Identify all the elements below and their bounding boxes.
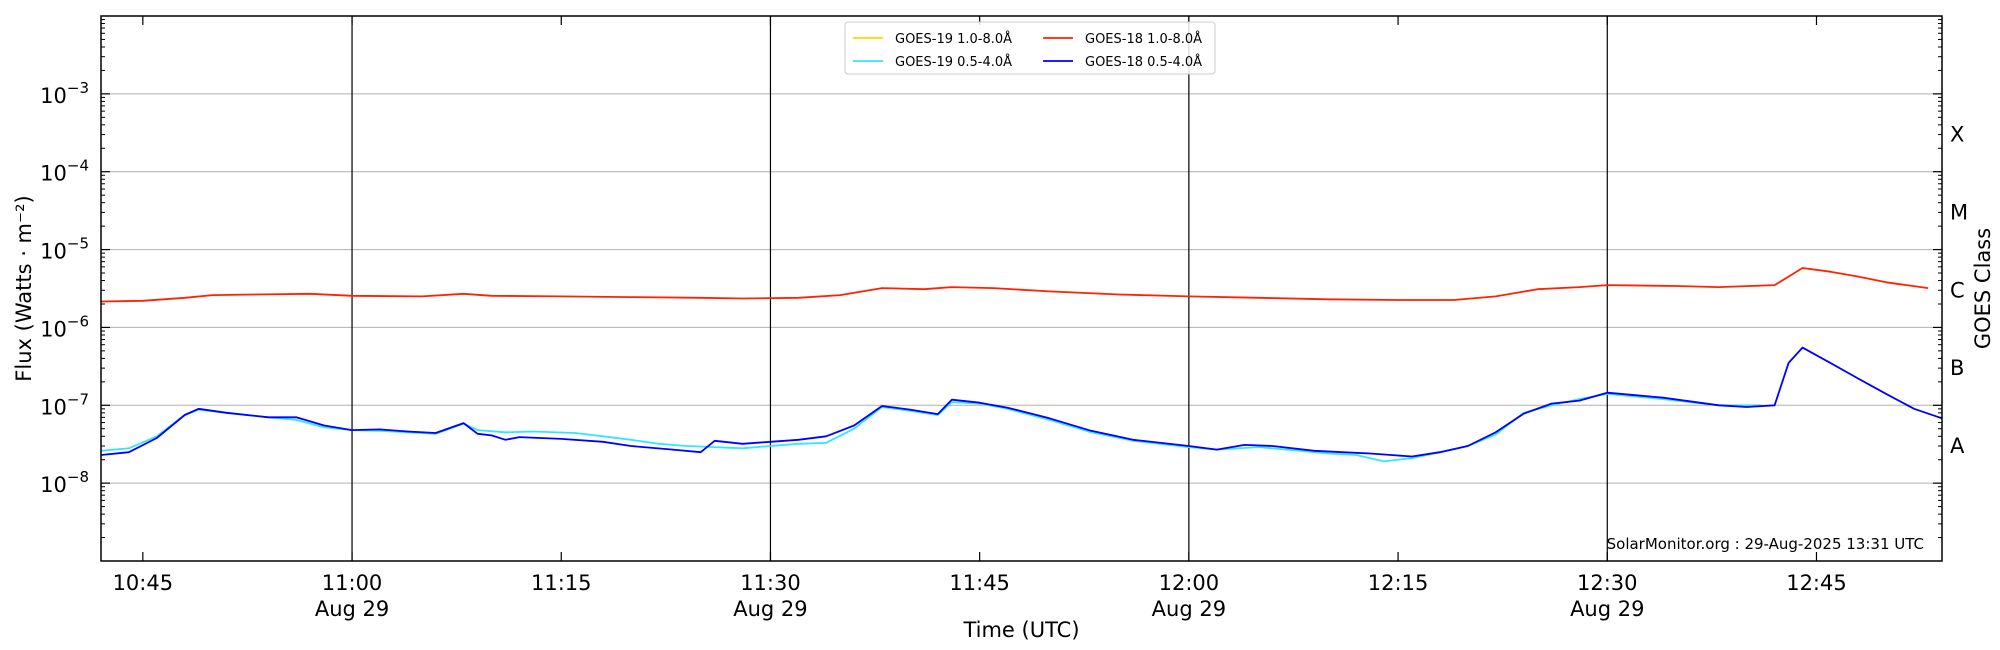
x-tick-date-label: Aug 29 — [315, 597, 389, 621]
goes-class-B: B — [1950, 356, 1964, 380]
y-tick-label: 10−5 — [40, 235, 89, 264]
x-tick-label: 12:45 — [1786, 571, 1847, 595]
x-tick-label: 11:00 — [322, 571, 383, 595]
goes-class-C: C — [1950, 278, 1965, 302]
legend: GOES-19 1.0-8.0Å GOES-19 0.5-4.0Å GOES-18 … — [844, 21, 1216, 75]
legend-box — [844, 21, 1216, 75]
x-tick-date-label: Aug 29 — [1152, 597, 1226, 621]
goes-class-X: X — [1950, 123, 1964, 147]
x-tick-label: 12:15 — [1368, 571, 1429, 595]
goes-class-M: M — [1950, 200, 1968, 224]
right-axis-title: GOES Class — [1971, 228, 1995, 349]
plot-frame — [100, 15, 1943, 562]
series-line-1 — [100, 267, 1929, 303]
x-tick-label: 12:30 — [1577, 571, 1638, 595]
y-tick-label: 10−4 — [40, 157, 89, 186]
y-axis-ticks: 10−8 10−7 10−6 10−5 10−4 10−3 — [40, 19, 1942, 539]
y-tick-label: 10−3 — [40, 79, 89, 108]
x-tick-label: 11:45 — [949, 571, 1010, 595]
goes-class-labels: X M C B A — [1950, 123, 1968, 458]
grid-layer — [101, 93, 1942, 484]
x-tick-label: 10:45 — [113, 571, 174, 595]
legend-items: GOES-19 1.0-8.0Å GOES-19 0.5-4.0Å GOES-18 … — [853, 31, 1202, 70]
y-tick-label: 10−7 — [40, 390, 89, 419]
legend-label: GOES-19 1.0-8.0Å — [895, 31, 1012, 47]
day-boundary-lines — [351, 16, 1608, 561]
series-line-2 — [100, 392, 1761, 463]
legend-label: GOES-18 0.5-4.0Å — [1085, 54, 1202, 70]
legend-label: GOES-19 0.5-4.0Å — [895, 54, 1012, 70]
x-axis-title: Time (UTC) — [962, 618, 1079, 642]
series-line-3 — [100, 346, 1943, 458]
x-tick-date-label: Aug 29 — [1570, 597, 1644, 621]
legend-label: GOES-18 1.0-8.0Å — [1085, 31, 1202, 47]
y-tick-label: 10−8 — [40, 468, 89, 497]
x-tick-label: 11:15 — [531, 571, 592, 595]
x-tick-date-label: Aug 29 — [733, 597, 807, 621]
source-annotation: SolarMonitor.org : 29-Aug-2025 13:31 UTC — [1607, 535, 1924, 553]
series-layer — [100, 267, 1943, 463]
goes-class-A: A — [1950, 434, 1965, 458]
x-tick-label: 11:30 — [740, 571, 801, 595]
y-axis-title: Flux (Watts · m⁻²) — [12, 195, 36, 381]
y-tick-label: 10−6 — [40, 312, 89, 341]
x-tick-label: 12:00 — [1159, 571, 1220, 595]
